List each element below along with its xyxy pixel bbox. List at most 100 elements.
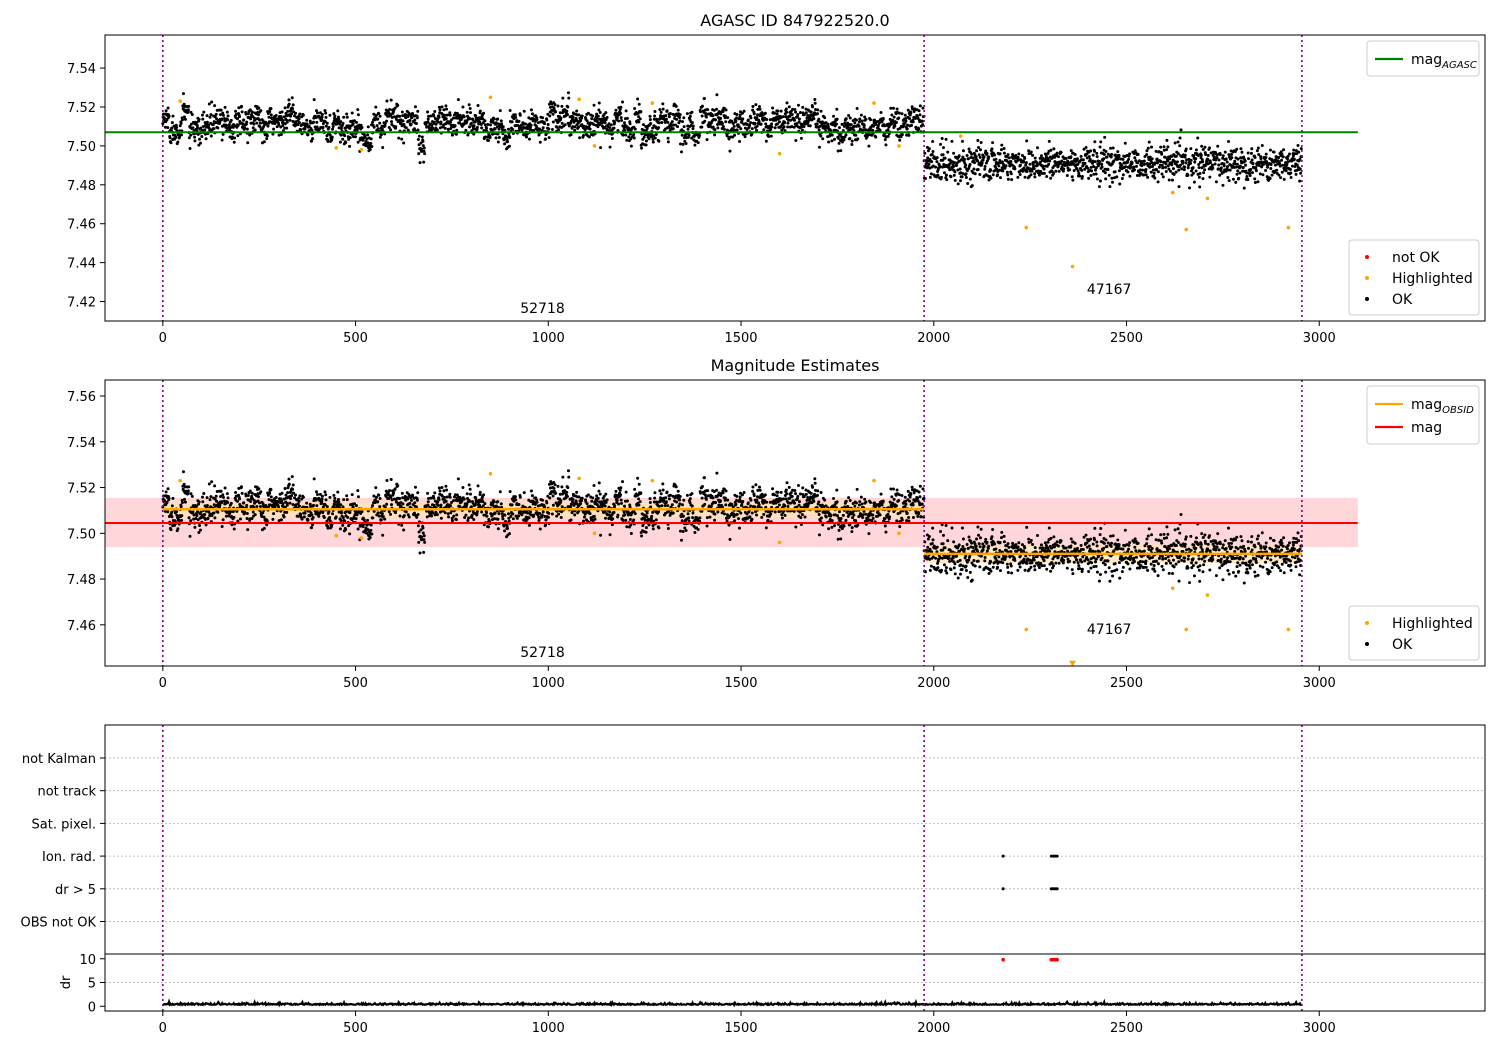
ok-point — [784, 115, 788, 119]
ok-point — [1286, 154, 1290, 158]
ok-point — [1219, 169, 1223, 173]
ok-point — [1164, 162, 1168, 166]
ok-point — [478, 503, 482, 507]
ok-point — [612, 510, 616, 514]
ok-point — [1206, 153, 1210, 157]
ok-point — [248, 489, 252, 493]
ok-point — [545, 118, 549, 122]
ok-point — [1064, 156, 1068, 160]
ok-point — [1086, 166, 1090, 170]
ok-point — [544, 523, 548, 527]
ok-point — [991, 141, 995, 145]
ok-point — [560, 121, 564, 125]
ok-point — [690, 136, 694, 140]
ok-point — [468, 499, 472, 503]
ok-point — [421, 139, 425, 143]
ok-point — [573, 128, 577, 132]
ok-point — [1280, 170, 1284, 174]
ok-point — [290, 112, 294, 116]
highlighted-point — [1070, 264, 1075, 269]
ok-point — [1255, 149, 1259, 153]
ok-point — [291, 483, 295, 487]
ok-point — [836, 149, 840, 153]
ok-point — [675, 117, 679, 121]
ok-point — [197, 117, 201, 121]
ok-point — [948, 168, 952, 172]
ok-point — [1116, 150, 1120, 154]
ok-point — [328, 133, 332, 137]
ok-point — [745, 123, 749, 127]
ok-point — [1097, 162, 1101, 166]
ok-point — [417, 143, 421, 147]
ok-point — [1235, 147, 1239, 151]
ok-point — [338, 122, 342, 126]
ok-point — [1253, 155, 1257, 159]
ok-point — [406, 497, 410, 501]
ok-point — [566, 91, 570, 95]
ok-point — [563, 123, 567, 127]
ok-point — [713, 128, 717, 132]
ok-point — [176, 527, 180, 531]
ok-point — [191, 126, 195, 130]
ok-point — [1200, 166, 1204, 170]
ok-point — [431, 511, 435, 515]
ok-point — [423, 152, 427, 156]
ok-point — [1136, 161, 1140, 165]
ok-point — [1210, 163, 1214, 167]
ok-point — [1233, 149, 1237, 153]
ok-point — [935, 160, 939, 164]
ok-point — [325, 505, 329, 509]
ok-point — [608, 145, 612, 149]
ok-point — [321, 122, 325, 126]
ok-point — [388, 489, 392, 493]
ok-point — [609, 123, 613, 127]
ok-point — [878, 128, 882, 132]
ok-point — [648, 114, 652, 118]
ok-point — [555, 125, 559, 129]
ok-point — [1281, 163, 1285, 167]
ok-point — [849, 123, 853, 127]
ok-point — [400, 523, 404, 527]
obsid-label: 47167 — [1087, 282, 1132, 298]
ok-point — [944, 173, 948, 177]
ok-point — [777, 120, 781, 124]
ok-point — [682, 116, 686, 120]
ok-point — [1126, 170, 1130, 174]
ok-point — [1130, 161, 1134, 165]
ok-point — [1239, 147, 1243, 151]
ok-point — [997, 161, 1001, 165]
ok-point — [748, 123, 752, 127]
ok-point — [956, 182, 960, 186]
ok-point — [489, 512, 493, 516]
ok-point — [221, 132, 225, 136]
ok-point — [1286, 157, 1290, 161]
ok-point — [1094, 166, 1098, 170]
ok-point — [929, 172, 933, 176]
ok-point — [350, 111, 354, 115]
ok-point — [727, 137, 731, 141]
ok-point — [930, 153, 934, 157]
ok-point — [1286, 160, 1290, 164]
ok-point — [1287, 152, 1291, 156]
ok-point — [769, 128, 773, 132]
ok-point — [681, 142, 685, 146]
ok-point — [333, 114, 337, 118]
ok-point — [1117, 169, 1121, 173]
ok-point — [385, 502, 389, 506]
ok-point — [433, 491, 437, 495]
ok-point — [186, 489, 190, 493]
ok-point — [1197, 162, 1201, 166]
ok-point — [413, 105, 417, 109]
ok-point — [926, 156, 930, 160]
ok-point — [1218, 173, 1222, 177]
ok-point — [444, 117, 448, 121]
ok-point — [651, 137, 655, 141]
ok-point — [365, 137, 369, 141]
ok-point — [1275, 168, 1279, 172]
ok-point — [536, 504, 540, 508]
ok-point — [481, 117, 485, 121]
ok-point — [647, 137, 651, 141]
ok-point — [1142, 173, 1146, 177]
ok-point — [1049, 176, 1053, 180]
ok-point — [624, 109, 628, 113]
